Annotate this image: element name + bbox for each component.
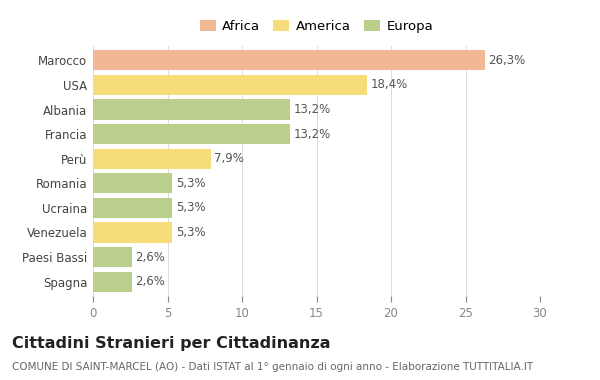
Text: 2,6%: 2,6% xyxy=(136,275,166,288)
Bar xyxy=(93,50,485,70)
Bar xyxy=(93,124,290,144)
Bar xyxy=(93,75,367,95)
Bar xyxy=(93,222,172,242)
Text: 13,2%: 13,2% xyxy=(293,128,331,141)
Bar xyxy=(93,100,290,120)
Text: 5,3%: 5,3% xyxy=(176,177,205,190)
Text: 13,2%: 13,2% xyxy=(293,103,331,116)
Text: 7,9%: 7,9% xyxy=(214,152,244,165)
Bar xyxy=(93,272,132,292)
Text: 5,3%: 5,3% xyxy=(176,226,205,239)
Text: 18,4%: 18,4% xyxy=(371,78,408,92)
Text: 5,3%: 5,3% xyxy=(176,201,205,214)
Bar xyxy=(93,149,211,169)
Bar xyxy=(93,247,132,267)
Text: 2,6%: 2,6% xyxy=(136,250,166,264)
Legend: Africa, America, Europa: Africa, America, Europa xyxy=(194,14,439,38)
Text: COMUNE DI SAINT-MARCEL (AO) - Dati ISTAT al 1° gennaio di ogni anno - Elaborazio: COMUNE DI SAINT-MARCEL (AO) - Dati ISTAT… xyxy=(12,362,533,372)
Text: Cittadini Stranieri per Cittadinanza: Cittadini Stranieri per Cittadinanza xyxy=(12,336,331,351)
Bar xyxy=(93,198,172,218)
Bar xyxy=(93,173,172,193)
Text: 26,3%: 26,3% xyxy=(488,54,526,67)
